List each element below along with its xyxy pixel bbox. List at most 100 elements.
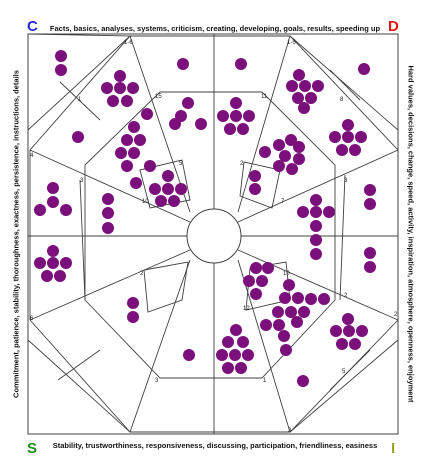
person-dot[interactable]: [298, 306, 310, 318]
person-dot[interactable]: [127, 297, 139, 309]
person-dot[interactable]: [235, 58, 247, 70]
person-dot[interactable]: [237, 336, 249, 348]
person-dot[interactable]: [195, 118, 207, 130]
person-dot[interactable]: [292, 92, 304, 104]
person-dot[interactable]: [175, 183, 187, 195]
person-dot[interactable]: [102, 207, 114, 219]
person-dot[interactable]: [47, 257, 59, 269]
person-dot[interactable]: [141, 108, 153, 120]
person-dot[interactable]: [280, 344, 292, 356]
person-dot[interactable]: [230, 97, 242, 109]
person-dot[interactable]: [272, 306, 284, 318]
person-dot[interactable]: [336, 144, 348, 156]
person-dot[interactable]: [127, 82, 139, 94]
person-dot[interactable]: [297, 206, 309, 218]
person-dot[interactable]: [364, 247, 376, 259]
person-dot[interactable]: [364, 261, 376, 273]
person-dot[interactable]: [34, 204, 46, 216]
person-dot[interactable]: [273, 160, 285, 172]
person-dot[interactable]: [217, 110, 229, 122]
person-dot[interactable]: [128, 121, 140, 133]
person-dot[interactable]: [182, 97, 194, 109]
person-dot[interactable]: [130, 177, 142, 189]
person-dot[interactable]: [312, 80, 324, 92]
person-dot[interactable]: [291, 316, 303, 328]
person-dot[interactable]: [292, 292, 304, 304]
person-dot[interactable]: [329, 131, 341, 143]
person-dot[interactable]: [47, 182, 59, 194]
person-dot[interactable]: [293, 69, 305, 81]
person-dot[interactable]: [249, 170, 261, 182]
person-dot[interactable]: [342, 119, 354, 131]
person-dot[interactable]: [305, 92, 317, 104]
person-dot[interactable]: [54, 270, 66, 282]
person-dot[interactable]: [168, 195, 180, 207]
person-dot[interactable]: [114, 82, 126, 94]
person-dot[interactable]: [55, 64, 67, 76]
person-dot[interactable]: [169, 118, 181, 130]
person-dot[interactable]: [297, 375, 309, 387]
person-dot[interactable]: [293, 141, 305, 153]
person-dot[interactable]: [330, 325, 342, 337]
person-dot[interactable]: [285, 134, 297, 146]
person-dot[interactable]: [230, 324, 242, 336]
person-dot[interactable]: [183, 349, 195, 361]
person-dot[interactable]: [318, 293, 330, 305]
person-dot[interactable]: [298, 102, 310, 114]
person-dot[interactable]: [230, 110, 242, 122]
person-dot[interactable]: [155, 195, 167, 207]
person-dot[interactable]: [364, 198, 376, 210]
person-dot[interactable]: [279, 150, 291, 162]
person-dot[interactable]: [310, 206, 322, 218]
person-dot[interactable]: [107, 95, 119, 107]
person-dot[interactable]: [149, 183, 161, 195]
person-dot[interactable]: [60, 204, 72, 216]
person-dot[interactable]: [114, 70, 126, 82]
person-dot[interactable]: [121, 160, 133, 172]
person-dot[interactable]: [115, 147, 127, 159]
person-dot[interactable]: [144, 160, 156, 172]
person-dot[interactable]: [310, 194, 322, 206]
person-dot[interactable]: [237, 123, 249, 135]
person-dot[interactable]: [273, 319, 285, 331]
person-dot[interactable]: [358, 63, 370, 75]
person-dot[interactable]: [121, 134, 133, 146]
person-dot[interactable]: [121, 95, 133, 107]
person-dot[interactable]: [249, 183, 261, 195]
person-dot[interactable]: [279, 292, 291, 304]
person-dot[interactable]: [162, 170, 174, 182]
person-dot[interactable]: [134, 134, 146, 146]
person-dot[interactable]: [259, 146, 271, 158]
person-dot[interactable]: [355, 131, 367, 143]
person-dot[interactable]: [216, 349, 228, 361]
person-dot[interactable]: [55, 50, 67, 62]
person-dot[interactable]: [273, 139, 285, 151]
person-dot[interactable]: [243, 110, 255, 122]
person-dot[interactable]: [310, 248, 322, 260]
person-dot[interactable]: [349, 144, 361, 156]
person-dot[interactable]: [343, 325, 355, 337]
person-dot[interactable]: [60, 257, 72, 269]
person-dot[interactable]: [47, 245, 59, 257]
person-dot[interactable]: [356, 325, 368, 337]
person-dot[interactable]: [286, 80, 298, 92]
person-dot[interactable]: [342, 313, 354, 325]
person-dot[interactable]: [256, 275, 268, 287]
person-dot[interactable]: [242, 349, 254, 361]
person-dot[interactable]: [293, 153, 305, 165]
person-dot[interactable]: [72, 131, 84, 143]
person-dot[interactable]: [47, 196, 59, 208]
person-dot[interactable]: [260, 319, 272, 331]
person-dot[interactable]: [41, 270, 53, 282]
person-dot[interactable]: [262, 262, 274, 274]
person-dot[interactable]: [34, 257, 46, 269]
person-dot[interactable]: [285, 306, 297, 318]
person-dot[interactable]: [243, 275, 255, 287]
person-dot[interactable]: [177, 58, 189, 70]
person-dot[interactable]: [102, 222, 114, 234]
person-dot[interactable]: [364, 184, 376, 196]
person-dot[interactable]: [102, 193, 114, 205]
person-dot[interactable]: [162, 183, 174, 195]
person-dot[interactable]: [299, 80, 311, 92]
person-dot[interactable]: [323, 206, 335, 218]
